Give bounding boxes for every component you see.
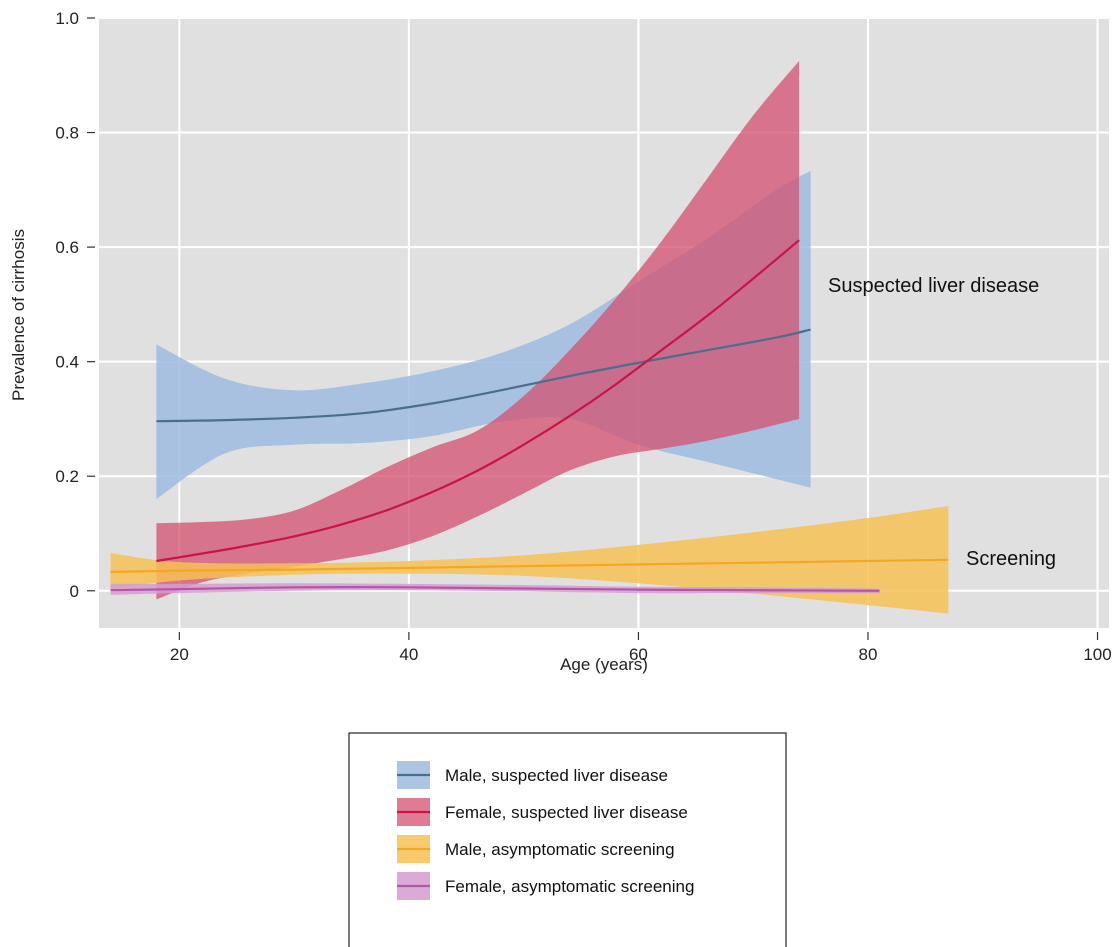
x-tick-label: 60: [629, 645, 648, 664]
line-male-suspected-liver-disease: [156, 328, 811, 423]
y-tick-label: 0.2: [55, 467, 79, 486]
y-tick-label: 0.4: [55, 353, 79, 372]
legend: Male, suspected liver disease Female, sus…: [348, 732, 787, 947]
x-tick-label: 100: [1083, 645, 1111, 664]
axes: 20 40 60 80 100 0 0.2 0.4 0.6 0.8 1.0: [55, 9, 1111, 664]
x-axis-title: Age (years): [560, 655, 648, 674]
line-female-suspected-liver-disease: [156, 239, 800, 563]
band-male-asymptomatic-screening: [110, 506, 949, 614]
legend-label: Male, suspected liver disease: [445, 766, 668, 785]
annotation-suspected-liver-disease: Suspected liver disease: [828, 275, 1039, 297]
y-tick-label: 1.0: [55, 9, 79, 28]
legend-label: Male, asymptomatic screening: [445, 840, 675, 859]
y-tick-label: 0.6: [55, 238, 79, 257]
x-tick-label: 40: [399, 645, 418, 664]
legend-label: Female, suspected liver disease: [445, 803, 688, 822]
band-female-suspected-liver-disease: [156, 61, 800, 600]
line-male-asymptomatic-screening: [110, 558, 949, 573]
x-tick-label: 20: [170, 645, 189, 664]
series-lines: [110, 239, 949, 592]
y-tick-label: 0.8: [55, 124, 79, 143]
x-tick-label: 80: [859, 645, 878, 664]
y-tick-label: 0: [70, 582, 79, 601]
y-axis-title: Prevalence of cirrhosis: [9, 229, 28, 401]
line-female-asymptomatic-screening: [110, 586, 880, 592]
legend-label: Female, asymptomatic screening: [445, 877, 694, 896]
annotation-screening: Screening: [966, 548, 1056, 570]
